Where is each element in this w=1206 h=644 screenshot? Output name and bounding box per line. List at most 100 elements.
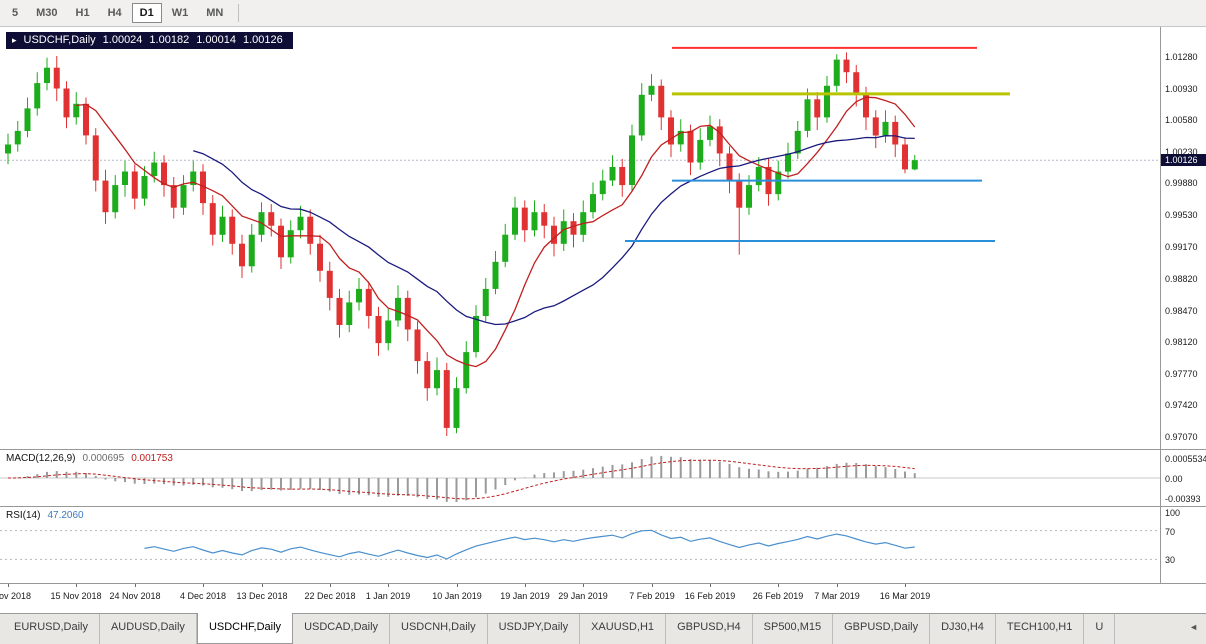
rsi-axis-label: 100	[1165, 508, 1181, 518]
date-tick	[778, 584, 779, 587]
price-axis[interactable]: 1.01280 1.00930 1.00580 1.00230 0.99880 0.995…	[1160, 27, 1206, 449]
ohlc-open-value: 1.00024	[102, 34, 143, 46]
date-axis-label: 1 Jan 2019	[365, 591, 411, 601]
date-axis-label: 26 Feb 2019	[752, 591, 804, 601]
date-tick	[457, 584, 458, 587]
date-axis-label: 16 Mar 2019	[879, 591, 931, 601]
tab-scroll-left-button[interactable]: ◄	[1189, 622, 1198, 632]
chart-tab-eurusd[interactable]: EURUSD,Daily	[3, 614, 100, 644]
chart-tab-u[interactable]: U	[1084, 614, 1116, 644]
chart-tab-usdchf[interactable]: USDCHF,Daily	[196, 613, 294, 644]
macd-axis-label: 0.0005534	[1165, 454, 1206, 464]
price-chart-svg[interactable]	[0, 27, 1160, 449]
price-axis-label: 1.00930	[1165, 84, 1198, 94]
price-axis-label: 0.98820	[1165, 274, 1198, 284]
rsi-chart-svg[interactable]	[0, 507, 1160, 583]
macd-panel: MACD(12,26,9) 0.000695 0.001753 0.000553…	[0, 450, 1206, 506]
chart-tab-audusd[interactable]: AUDUSD,Daily	[100, 614, 197, 644]
rsi-axis[interactable]: 100 70 30	[1160, 507, 1206, 583]
date-axis-label: 7 Feb 2019	[629, 591, 675, 601]
chart-tab-usdjpy[interactable]: USDJPY,Daily	[488, 614, 581, 644]
rsi-indicator-label: RSI(14) 47.2060	[6, 510, 84, 521]
macd-chart-svg[interactable]	[0, 450, 1160, 506]
chart-area: ▸ USDCHF,Daily 1.00024 1.00182 1.00014 1…	[0, 27, 1206, 613]
timeframe-button-d1[interactable]: D1	[131, 3, 162, 23]
chart-symbol-label: USDCHF,Daily	[23, 34, 96, 46]
price-axis-label: 0.98120	[1165, 337, 1198, 347]
date-axis-label: 16 Feb 2019	[684, 591, 736, 601]
timeframe-buttons: 5 M30 H1 H4 D1 W1 MN	[0, 3, 231, 23]
date-axis-label: 7 Mar 2019	[814, 591, 860, 601]
chart-tab-dj30[interactable]: DJ30,H4	[930, 614, 996, 644]
date-tick	[262, 584, 263, 587]
timeframe-button-w1[interactable]: W1	[164, 3, 197, 23]
date-axis-label: 19 Jan 2019	[500, 591, 550, 601]
macd-axis-label: 0.00	[1165, 474, 1183, 484]
chart-tab-usdcad[interactable]: USDCAD,Daily	[293, 614, 391, 644]
price-axis-label: 0.99880	[1165, 178, 1198, 188]
rsi-value: 47.2060	[47, 510, 84, 521]
rsi-axis-label: 30	[1165, 555, 1176, 565]
chart-marker-icon: ▸	[12, 34, 17, 45]
chart-tab-xauusd[interactable]: XAUUSD,H1	[580, 614, 667, 644]
current-price-badge: 1.00126	[1161, 154, 1206, 166]
date-tick	[388, 584, 389, 587]
date-tick	[652, 584, 653, 587]
chart-tab-gbpusd[interactable]: GBPUSD,Daily	[833, 614, 931, 644]
macd-signal-value: 0.001753	[131, 453, 173, 464]
panel-separator	[0, 583, 1206, 584]
macd-label: MACD(12,26,9)	[6, 453, 76, 464]
ohlc-close-value: 1.00126	[242, 34, 283, 46]
date-tick	[330, 584, 331, 587]
chart-ohlc-header: ▸ USDCHF,Daily 1.00024 1.00182 1.00014 1…	[6, 32, 293, 49]
chart-tab-gbpusd[interactable]: GBPUSD,H4	[666, 614, 753, 644]
chart-tabs: EURUSD,Daily AUDUSD,Daily USDCHF,Daily USDC…	[0, 613, 1116, 644]
price-axis-label: 0.99530	[1165, 210, 1198, 220]
toolbar-separator	[238, 4, 240, 22]
price-axis-label: 1.00230	[1165, 147, 1198, 157]
date-axis-label: 10 Jan 2019	[432, 591, 482, 601]
chart-tab-sp500[interactable]: SP500,M15	[753, 614, 834, 644]
chart-tab-tech100[interactable]: TECH100,H1	[996, 614, 1085, 644]
date-axis-label: 22 Dec 2018	[304, 591, 356, 601]
rsi-label: RSI(14)	[6, 510, 41, 521]
timeframe-button-h4[interactable]: H4	[100, 3, 130, 23]
date-tick	[710, 584, 711, 587]
date-axis-label: 13 Dec 2018	[236, 591, 288, 601]
timeframe-toolbar: 5 M30 H1 H4 D1 W1 MN	[0, 0, 1206, 27]
date-axis-label: 15 Nov 2018	[50, 591, 102, 601]
price-axis-label: 1.00580	[1165, 115, 1198, 125]
timeframe-button-h1[interactable]: H1	[68, 3, 98, 23]
ohlc-high-value: 1.00182	[149, 34, 190, 46]
ohlc-low-value: 1.00014	[196, 34, 236, 46]
price-axis-label: 0.97770	[1165, 369, 1198, 379]
date-axis-label: 29 Jan 2019	[558, 591, 608, 601]
rsi-axis-label: 70	[1165, 527, 1176, 537]
date-tick	[905, 584, 906, 587]
date-tick	[203, 584, 204, 587]
macd-axis[interactable]: 0.0005534 0.00 -0.00393	[1160, 450, 1206, 506]
macd-axis-label: -0.00393	[1165, 494, 1201, 504]
panel-separator	[0, 449, 1206, 450]
date-tick	[583, 584, 584, 587]
date-tick	[8, 584, 9, 587]
timeframe-button-5[interactable]: 5	[4, 3, 26, 23]
date-tick	[76, 584, 77, 587]
date-axis[interactable]: 6 Nov 2018 15 Nov 2018 24 Nov 2018 4 Dec 20…	[0, 584, 1206, 613]
date-axis-label: 4 Dec 2018	[179, 591, 227, 601]
timeframe-button-mn[interactable]: MN	[198, 3, 231, 23]
macd-value: 0.000695	[82, 453, 125, 464]
timeframe-button-m30[interactable]: M30	[28, 3, 65, 23]
date-axis-label: 6 Nov 2018	[0, 591, 32, 601]
price-axis-label: 0.98470	[1165, 306, 1198, 316]
chart-tab-usdcnh[interactable]: USDCNH,Daily	[390, 614, 488, 644]
chart-tabs-bar: EURUSD,Daily AUDUSD,Daily USDCHF,Daily USDC…	[0, 613, 1206, 644]
date-tick	[135, 584, 136, 587]
date-tick	[837, 584, 838, 587]
price-axis-label: 0.99170	[1165, 242, 1198, 252]
price-axis-label: 1.01280	[1165, 52, 1198, 62]
date-axis-label: 24 Nov 2018	[109, 591, 161, 601]
rsi-panel: RSI(14) 47.2060 100 70 30	[0, 507, 1206, 583]
date-tick	[525, 584, 526, 587]
